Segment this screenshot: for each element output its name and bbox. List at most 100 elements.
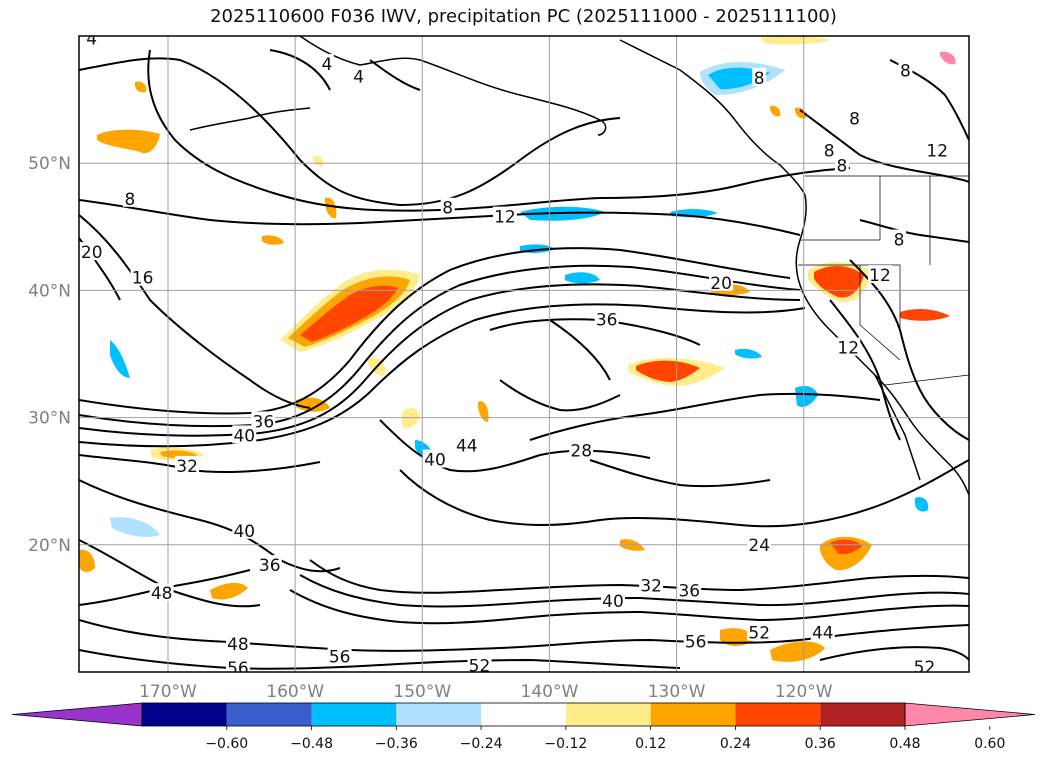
colorbar-tick-label: 0.60: [974, 736, 1005, 752]
lon-tick-label: 120°W: [775, 682, 833, 702]
colorbar-tick-label: −0.12: [544, 736, 587, 752]
contour-label: 8: [824, 141, 835, 161]
iwv-contour: [859, 219, 969, 243]
coastline-alaska: [299, 36, 607, 136]
contour-label: 20: [710, 274, 732, 294]
contour-label: 8: [894, 231, 905, 251]
contour-label: 36: [253, 412, 275, 432]
contour-label: 40: [602, 592, 624, 612]
lat-tick-label: 30°N: [28, 409, 71, 429]
precip-patch: [795, 386, 818, 407]
contour-label-bg: [84, 36, 99, 47]
contour-label: 8: [900, 61, 911, 81]
iwv-contour: [589, 459, 771, 488]
lon-tick-label: 160°W: [266, 682, 324, 702]
contour-label-bg: [232, 520, 257, 539]
coastline-baja: [874, 374, 921, 481]
colorbar-tick-label: −0.36: [375, 736, 418, 752]
colorbar-segment: [650, 703, 736, 726]
colorbar-extend-low: [11, 702, 143, 727]
contour-label-bg: [251, 411, 276, 430]
contour-label: 12: [837, 339, 859, 359]
contour-label: 56: [329, 648, 351, 668]
contour-label-bg: [834, 155, 849, 174]
iwv-contour: [79, 283, 801, 437]
iwv-contour: [379, 419, 651, 473]
contour-label: 4: [322, 55, 333, 75]
precip-patch: [300, 285, 398, 342]
contour-label-bg: [440, 197, 455, 216]
plot-frame: [78, 35, 970, 673]
latitude-tick-labels: 50°N 40°N 30°N 20°N: [28, 154, 71, 556]
contour-label: 44: [812, 624, 834, 644]
iwv-contour: [499, 379, 621, 412]
precip-patch: [313, 155, 324, 167]
iwv-contour: [529, 392, 881, 441]
precip-patch: [135, 81, 147, 93]
contour-label: 32: [640, 577, 662, 597]
iwv-contour: [309, 559, 969, 594]
precip-patch: [830, 539, 862, 555]
contour-label-bg: [232, 425, 257, 444]
iwv-contour: [79, 569, 251, 606]
contour-label-bg: [225, 634, 250, 653]
contour-label-bg: [822, 140, 837, 159]
colorbar-tick-label: 0.48: [889, 736, 920, 752]
contour-label-bg: [594, 309, 619, 328]
contour-label: 4: [86, 30, 97, 50]
iwv-contour: [549, 319, 611, 381]
contour-label: 56: [227, 659, 249, 679]
precip-patch: [325, 197, 337, 219]
colorbar-segment: [226, 703, 312, 726]
precip-patch: [735, 348, 762, 359]
contour-label: 32: [176, 457, 198, 477]
precip-patch: [814, 265, 864, 298]
lat-tick-label: 50°N: [28, 154, 71, 174]
contour-label: 4: [353, 68, 364, 88]
border-us-mexico: [884, 374, 969, 386]
contour-label-bg: [752, 67, 767, 86]
precip-patch: [97, 129, 160, 154]
plot-area: [79, 36, 969, 672]
iwv-contour: [819, 646, 969, 661]
contour-label-bg: [569, 440, 594, 459]
contour-label: 20: [81, 243, 103, 263]
precip-patch: [478, 401, 489, 422]
colorbar-segment: [735, 703, 821, 726]
contour-label: 40: [424, 451, 446, 471]
contour-label-bg: [898, 60, 913, 79]
contour-label: 56: [685, 632, 707, 652]
colorbar-tick-label: 0.36: [805, 736, 836, 752]
iwv-contour: [369, 59, 421, 91]
precip-patch: [636, 360, 700, 382]
iwv-contour: [79, 214, 311, 409]
contour-label-bg: [925, 140, 950, 159]
precip-patch: [79, 549, 95, 572]
contour-label-bg: [319, 53, 334, 72]
contour-label: 48: [151, 584, 173, 604]
iwv-contour: [79, 199, 801, 236]
precip-patch: [110, 340, 130, 378]
colorbar: −0.60 −0.48 −0.36 −0.24 −0.12 0.12 0.24 0.36 0.4…: [11, 702, 1036, 752]
precip-patch: [940, 51, 956, 65]
contour-label-bg: [467, 655, 492, 672]
contour-label-bg: [257, 555, 282, 574]
iwv-contour: [849, 259, 969, 441]
contour-label: 52: [748, 624, 770, 644]
contour-label: 28: [570, 442, 592, 462]
colorbar-extend-high: [904, 702, 1036, 727]
contour-label-bg: [868, 265, 892, 284]
iwv-contour: [299, 574, 969, 608]
colorbar-segment: [565, 703, 651, 726]
iwv-contour: [79, 303, 806, 448]
colorbar-tick-label: −0.24: [460, 736, 503, 752]
contour-label-bg: [709, 272, 734, 291]
contour-label-bg: [912, 656, 937, 672]
contour-label-bg: [122, 188, 137, 207]
contour-label-bg: [454, 435, 479, 454]
contour-label: 36: [596, 311, 618, 331]
political-borders: [798, 175, 969, 386]
precip-patch: [110, 517, 160, 538]
contour-label: 8: [754, 69, 765, 89]
contour-label-bg: [351, 66, 366, 85]
